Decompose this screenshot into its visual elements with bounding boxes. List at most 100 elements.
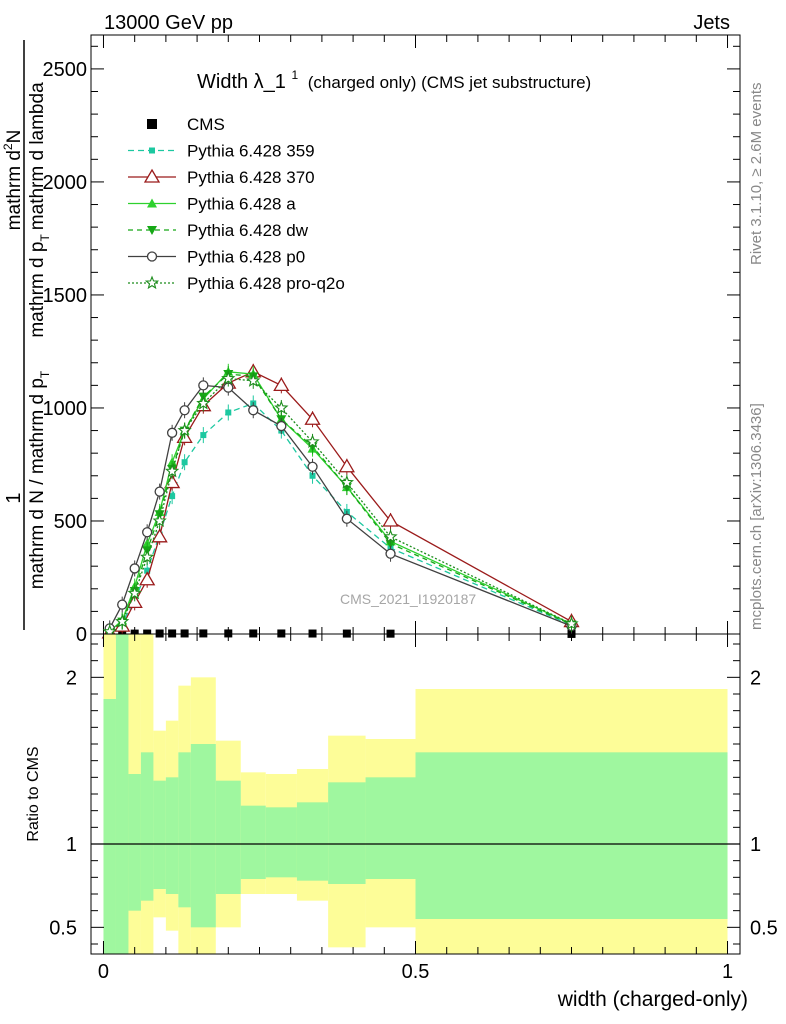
legend-marker: [149, 147, 155, 154]
ratio-y-tick-label: 1: [66, 834, 77, 856]
ratio-panel: 0.5 0.5 1 1 2 2 0 0.5 1: [49, 633, 778, 983]
ratio-inner-band: [165, 777, 179, 894]
main-series-group: [101, 363, 580, 641]
legend-item: Pythia 6.428 dw: [128, 221, 309, 240]
data-point: [152, 513, 167, 528]
data-point: [117, 599, 128, 610]
title-sup: 1: [292, 68, 299, 82]
y-label-main-den-sub: T: [38, 234, 52, 242]
legend-item: Pythia 6.428 370: [128, 168, 315, 187]
legend-marker: [147, 226, 157, 235]
plot-title: Width λ_1 1 (charged only) (CMS jet subs…: [197, 62, 591, 93]
ratio-inner-band: [415, 752, 728, 919]
ratio-y-tick-label: 0.5: [49, 917, 77, 939]
data-point: [304, 410, 321, 425]
legend: CMS Pythia 6.428 359 Pythia 6.428 370 Pythi…: [128, 115, 345, 293]
y-tick-label: 1500: [43, 285, 88, 307]
data-point: [139, 571, 156, 586]
ratio-y-tick-label-right: 2: [750, 667, 761, 689]
data-point: [166, 427, 178, 438]
data-point: [115, 614, 130, 628]
ratio-inner-band: [215, 780, 241, 894]
data-point: [154, 486, 165, 497]
main-y-axis-label: 1 mathrm d N / mathrm d pT mathrm d2N ma…: [1, 40, 52, 630]
y-label-main-num-text: mathrm d: [4, 150, 25, 230]
y-tick-label: 2500: [43, 59, 88, 81]
data-point: [169, 493, 176, 500]
data-point: [196, 395, 211, 410]
data-point: [274, 400, 289, 415]
header-left: 13000 GeV pp: [104, 12, 233, 34]
ratio-ticks: 0.5 0.5 1 1 2 2 0 0.5 1: [49, 634, 778, 983]
data-point: [382, 512, 399, 527]
data-point: [383, 529, 398, 543]
y-label-one: 1: [3, 492, 25, 503]
main-ticks: 0 500 1000 1500 2000 2500: [43, 35, 740, 646]
ratio-inner-band: [240, 805, 266, 879]
ratio-inner-band: [115, 634, 129, 954]
data-point: [142, 527, 153, 538]
ratio-inner-band: [140, 752, 154, 901]
legend-item: CMS: [147, 115, 225, 134]
legend-item: Pythia 6.428 p0: [128, 248, 305, 267]
legend-label: Pythia 6.428 pro-q2o: [187, 274, 345, 293]
data-point: [276, 420, 287, 432]
data-point: [199, 629, 208, 638]
legend-item: Pythia 6.428 pro-q2o: [128, 274, 345, 293]
data-point: [164, 463, 180, 478]
data-point: [277, 629, 286, 638]
ratio-frame: [90, 633, 741, 955]
ratio-inner-band: [365, 777, 416, 879]
analysis-watermark: CMS_2021_I1920187: [340, 591, 476, 607]
legend-marker: [147, 198, 157, 208]
ratio-y-label: Ratio to CMS: [25, 746, 42, 841]
data-point: [181, 459, 188, 466]
legend-marker: [147, 119, 157, 129]
legend-marker: [144, 275, 160, 290]
data-point: [248, 405, 259, 416]
y-label-main-den-tail: mathrm d lambda: [27, 82, 48, 230]
legend-label: Pythia 6.428 dw: [187, 221, 309, 240]
legend-marker: [146, 251, 158, 262]
legend-marker: [143, 168, 161, 183]
mcplots-label: mcplots.cern.ch [arXiv:1306.3436]: [748, 403, 765, 630]
x-axis-label: width (charged-only): [557, 988, 748, 1011]
data-point: [180, 629, 189, 638]
data-point: [564, 616, 579, 630]
rivet-label: Rivet 3.1.10, ≥ 2.6M events: [748, 83, 765, 266]
title-main: Width λ_1: [197, 71, 286, 93]
data-point: [221, 371, 236, 385]
x-tick-label: 0.5: [402, 961, 430, 983]
legend-label: CMS: [187, 115, 225, 134]
ratio-inner-band: [178, 752, 191, 908]
data-point: [168, 629, 177, 638]
ratio-bands: [91, 634, 740, 954]
header-right: Jets: [693, 12, 730, 34]
ratio-y-tick-label: 2: [66, 667, 77, 689]
ratio-inner-band: [190, 744, 216, 928]
legend-label: Pythia 6.428 370: [187, 168, 315, 187]
series-pythia-6-428-pro-q2o: [102, 370, 579, 640]
y-label-main-num-sup: 2: [1, 143, 15, 150]
data-point: [224, 629, 233, 638]
title-rest: (charged only) (CMS jet substructure): [308, 73, 591, 92]
y-label-denominator: mathrm d N / mathrm d pT: [27, 370, 52, 589]
y-label-denominator-sub: T: [38, 370, 52, 378]
legend-item: Pythia 6.428 359: [128, 142, 315, 161]
ratio-inner-band: [265, 807, 297, 878]
ratio-inner-band: [328, 782, 366, 884]
x-tick-label: 1: [722, 961, 733, 983]
y-label-denominator-text: mathrm d N / mathrm d p: [27, 378, 48, 589]
y-label-main-numerator: mathrm d2N: [1, 130, 25, 231]
data-point: [246, 373, 261, 387]
ratio-inner-band: [296, 802, 329, 881]
data-point: [127, 585, 142, 600]
data-point: [129, 563, 140, 574]
ratio-inner-band: [153, 780, 166, 889]
legend-label: Pythia 6.428 359: [187, 142, 315, 161]
data-point: [338, 458, 355, 473]
ratio-y-tick-label-right: 0.5: [750, 917, 778, 939]
y-tick-label: 0: [76, 624, 87, 646]
series-pythia-6-428-p0: [104, 377, 577, 637]
data-point: [249, 629, 258, 638]
